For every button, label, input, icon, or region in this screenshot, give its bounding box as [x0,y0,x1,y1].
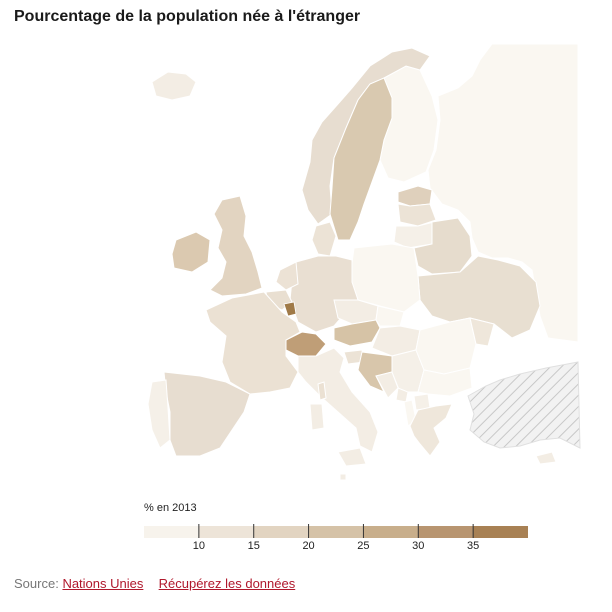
region-ireland[interactable] [171,231,211,273]
legend-tick-label: 25 [357,540,370,552]
region-ukraine[interactable] [417,255,541,339]
region-russia[interactable] [427,43,579,343]
region-united-kingdom[interactable] [209,195,263,297]
region-latvia[interactable] [397,203,437,227]
legend-title: % en 2013 [144,502,197,514]
legend-swatch [418,526,474,538]
region-norway[interactable] [301,47,431,225]
europe-map [147,43,581,481]
color-legend [144,524,528,538]
region-france[interactable] [205,291,301,395]
region-iceland[interactable] [151,71,197,101]
region-cyprus[interactable] [535,451,557,465]
region-turkey[interactable] [467,361,581,449]
source-prefix: Source: [14,576,59,591]
legend-swatch [198,526,255,538]
region-slovakia[interactable] [375,305,405,327]
region-bulgaria[interactable] [417,367,473,397]
region-sardinia[interactable] [309,403,325,431]
region-spain[interactable] [163,371,251,457]
source-line: Source: Nations Unies Récupérez les donn… [14,576,295,591]
region-portugal[interactable] [147,379,171,449]
region-moldova[interactable] [469,317,495,347]
download-data-link[interactable]: Récupérez les données [158,576,296,591]
region-corsica[interactable] [317,381,327,401]
legend-tick-label: 15 [247,540,260,552]
legend-swatch [473,526,528,538]
region-greece[interactable] [409,403,453,457]
region-estonia[interactable] [397,185,433,207]
legend-swatch [308,526,364,538]
legend-swatch [363,526,419,538]
region-romania[interactable] [415,317,477,375]
region-lithuania[interactable] [393,221,435,249]
legend-tick-label: 30 [412,540,425,552]
region-luxembourg[interactable] [283,301,297,317]
legend-tick-label: 20 [302,540,315,552]
region-italy[interactable] [297,347,379,453]
region-sicily[interactable] [337,447,367,467]
legend-swatch [253,526,310,538]
region-sweden[interactable] [329,77,393,241]
legend-tick-label: 35 [467,540,480,552]
legend-tick-label: 10 [192,540,205,552]
legend-swatch [144,526,200,538]
region-switzerland[interactable] [285,331,327,357]
chart-title: Pourcentage de la population née à l'étr… [14,8,361,25]
region-malta[interactable] [339,473,347,481]
region-denmark[interactable] [311,221,337,257]
nations-unies-link[interactable]: Nations Unies [62,576,144,591]
region-netherlands[interactable] [275,261,299,291]
region-austria[interactable] [333,319,381,347]
